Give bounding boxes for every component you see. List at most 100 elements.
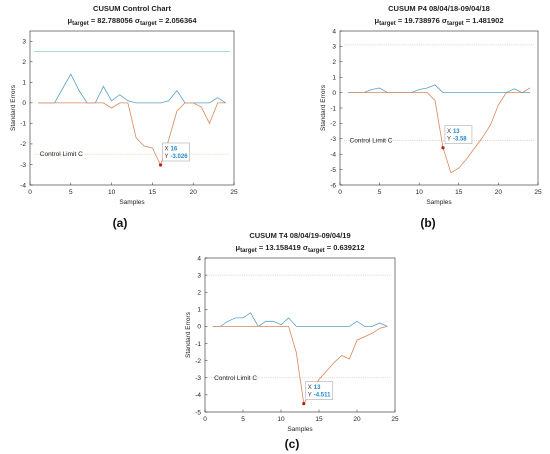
y-tick-label: 0 [22, 100, 26, 107]
x-tick-label: 15 [315, 416, 323, 423]
subtitle-sigma-sub: target [308, 248, 325, 254]
x-tick-label: 0 [28, 189, 32, 196]
y-tick-label: 4 [332, 28, 336, 35]
subtitle-sigma: σ [135, 16, 140, 25]
data-marker [441, 146, 445, 150]
y-tick-label: -1 [20, 121, 26, 128]
series-line-2 [212, 326, 388, 405]
y-tick-label: 2 [332, 59, 336, 66]
y-tick-label: -5 [195, 409, 201, 416]
x-tick-label: 20 [190, 189, 198, 196]
x-tick-label: 20 [495, 189, 503, 196]
y-axis-label: Standard Errors [185, 311, 192, 358]
y-axis-label: Standard Errors [10, 84, 17, 131]
y-tick-label: 1 [22, 80, 26, 87]
subtitle-sigma-val: = 0.639212 [325, 243, 365, 252]
chart-subtitle: μtarget = 82.788056 σtarget = 2.056364 [67, 16, 197, 27]
tooltip-box [162, 142, 190, 162]
y-tick-label: 0 [197, 324, 201, 331]
x-tick-label: 5 [378, 189, 382, 196]
subtitle-mu-val: = 13.158419 [257, 243, 303, 252]
tooltip-y-value: -4.511 [314, 393, 331, 399]
y-tick-label: 1 [197, 307, 201, 314]
subtitle-sigma-val: = 2.056364 [157, 16, 198, 25]
tooltip-box [444, 125, 473, 144]
y-tick-label: -3 [20, 162, 26, 169]
subtitle-mu-val: = 82.788056 [89, 16, 135, 25]
x-axis-label: Samples [119, 199, 145, 206]
subtitle-mu-val: = 19.738976 [396, 16, 442, 25]
subtitle-sigma-sub: target [447, 21, 464, 27]
tooltip-y-value: -3.026 [171, 154, 189, 160]
y-tick-label: -2 [195, 358, 201, 365]
tooltip-box [305, 381, 334, 400]
y-tick-label: 3 [22, 39, 26, 46]
subtitle-mu: μ [374, 16, 379, 25]
subtitle-mu-sub: target [240, 248, 257, 254]
y-tick-label: -1 [195, 341, 201, 348]
plot-frame [204, 257, 396, 413]
data-tooltip: X 13Y -4.511 [305, 381, 334, 400]
x-tick-label: 25 [391, 416, 399, 423]
y-tick-label: 1 [332, 75, 336, 82]
x-tick-label: 10 [277, 416, 285, 423]
y-tick-label: -6 [330, 182, 336, 189]
y-tick-label: 4 [197, 255, 201, 262]
subtitle-mu-sub: target [379, 21, 396, 27]
tooltip-y-label: Y [165, 154, 169, 160]
x-tick-label: 15 [149, 189, 157, 196]
x-tick-label: 5 [69, 189, 73, 196]
tooltip-x-label: X [165, 147, 169, 153]
plot-frame [29, 30, 235, 186]
x-tick-label: 20 [353, 416, 361, 423]
data-tooltip: X 13Y -3.58 [444, 125, 473, 144]
y-tick-label: -5 [330, 167, 336, 174]
y-tick-label: 3 [197, 272, 201, 279]
y-tick-label: -2 [330, 121, 336, 128]
tooltip-x-label: X [308, 385, 312, 391]
x-tick-label: 10 [416, 189, 424, 196]
x-axis-label: Samples [426, 199, 452, 206]
series-line-2 [38, 102, 226, 167]
chart-title: CUSUM P4 08/04/18-09/04/18 [388, 4, 490, 13]
chart-title: CUSUM Control Chart [93, 4, 171, 13]
subtitle-sigma-sub: target [140, 21, 157, 27]
data-marker [158, 163, 163, 167]
control-limit-label: Control Limit C [40, 151, 83, 158]
tooltip-y-value: -3.58 [453, 137, 467, 143]
subtitle-sigma: σ [303, 243, 308, 252]
y-tick-label: 0 [332, 90, 336, 97]
y-tick-label: -4 [20, 182, 26, 189]
y-tick-label: 2 [22, 59, 26, 66]
y-tick-label: -4 [330, 152, 336, 159]
y-tick-label: -3 [330, 136, 336, 143]
y-axis-label: Standard Errors [320, 84, 327, 131]
y-tick-label: -2 [20, 141, 26, 148]
tooltip-y-label: Y [447, 137, 451, 143]
series-line-2 [347, 87, 531, 174]
tooltip-x-value: 13 [314, 385, 321, 391]
tooltip-x-label: X [447, 129, 451, 135]
y-tick-label: -3 [195, 375, 201, 382]
x-tick-label: 25 [534, 189, 542, 196]
x-tick-label: 0 [338, 189, 342, 196]
y-tick-label: -4 [195, 392, 201, 399]
panel-label: (c) [285, 437, 300, 451]
subtitle-sigma-val: = 1.481902 [464, 16, 504, 25]
subtitle-sigma: σ [442, 16, 447, 25]
y-tick-label: 2 [197, 290, 201, 297]
panel-label: (a) [113, 216, 128, 230]
subtitle-mu-sub: target [72, 21, 89, 27]
subtitle-mu: μ [67, 16, 72, 25]
series-line-1 [38, 73, 227, 104]
tooltip-y-label: Y [308, 393, 312, 399]
chart-subtitle: μtarget = 13.158419 σtarget = 0.639212 [235, 243, 364, 254]
data-marker [302, 402, 306, 406]
series-line-1 [347, 84, 531, 93]
subtitle-mu: μ [235, 243, 240, 252]
series-line-1 [212, 312, 388, 327]
